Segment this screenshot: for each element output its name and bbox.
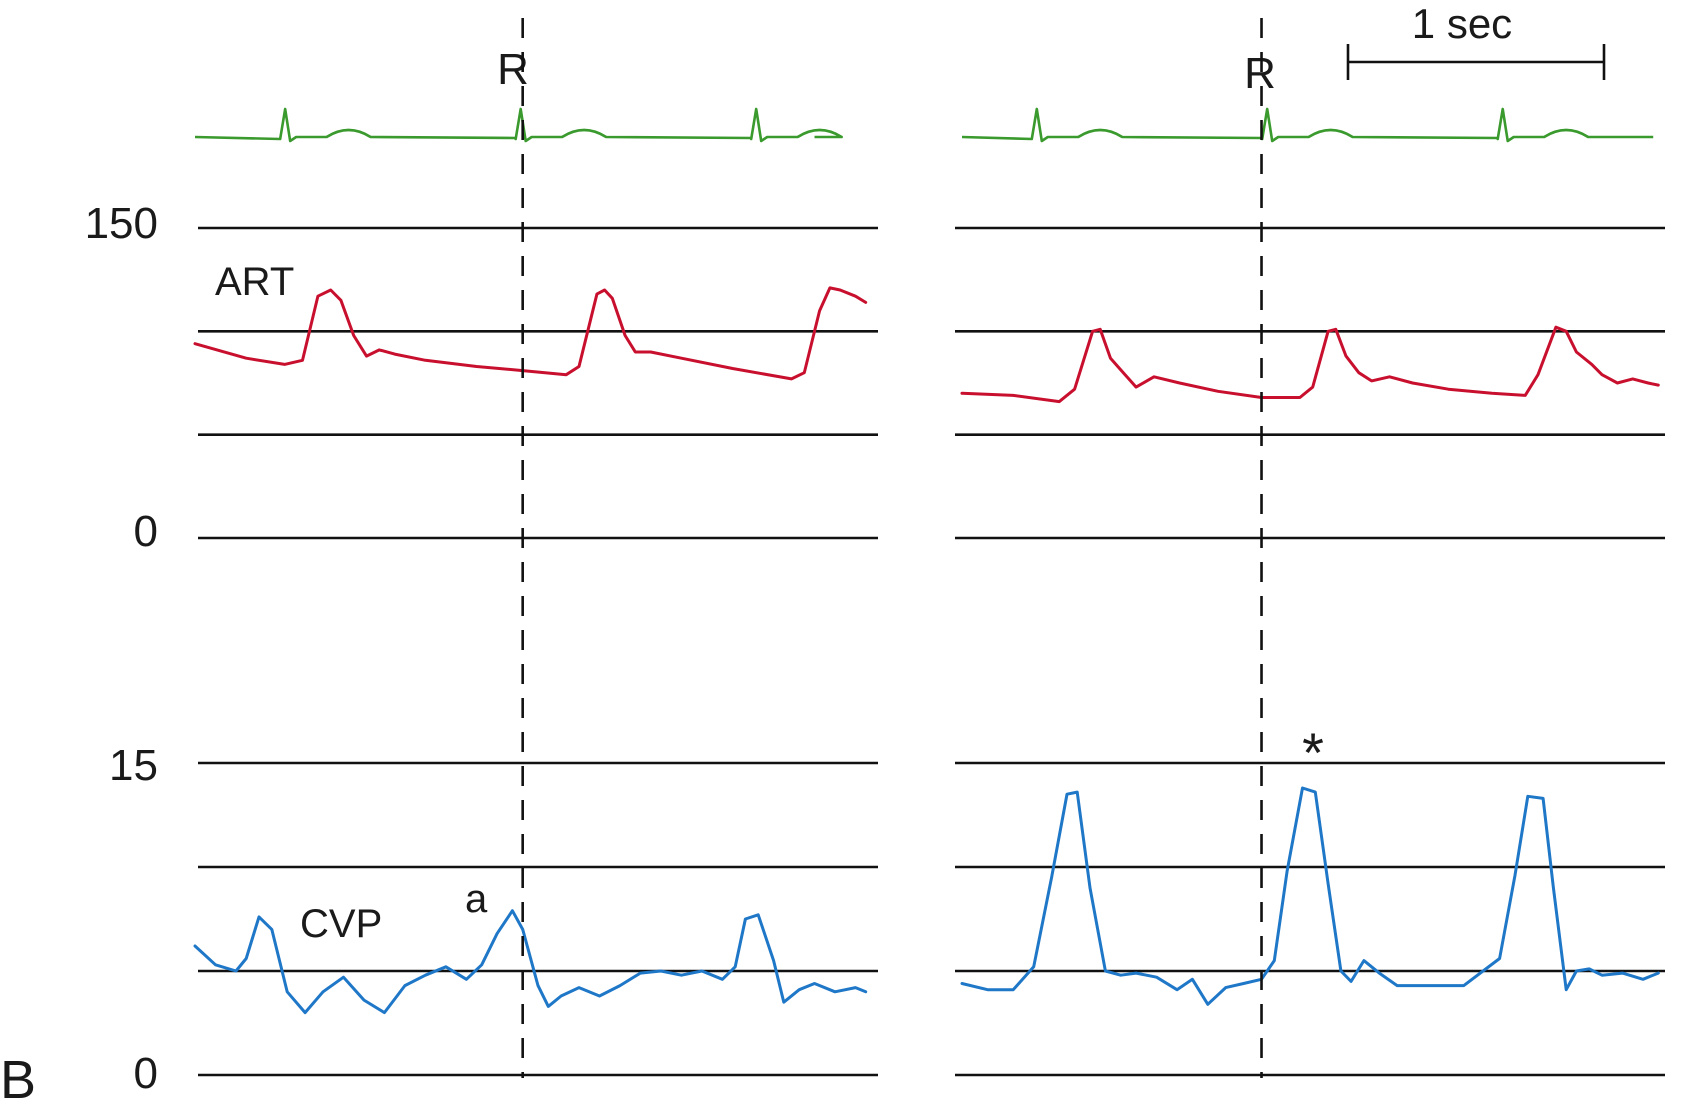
ecg-trace-left bbox=[194, 107, 843, 143]
cvp-axis-tick-15: 15 bbox=[109, 741, 158, 790]
cvp-trace-right bbox=[960, 786, 1660, 1006]
cvp-trace-label: CVP bbox=[300, 902, 382, 946]
r-wave-label-right: R bbox=[1244, 49, 1276, 98]
cvp-axis-tick-0: 0 bbox=[134, 1049, 158, 1098]
chart-marks bbox=[193, 18, 1665, 1078]
art-axis-tick-150: 150 bbox=[85, 199, 158, 248]
asterisk-marker: * bbox=[1302, 721, 1324, 784]
r-wave-label-left: R bbox=[497, 45, 529, 94]
time-scale-bar bbox=[1346, 44, 1606, 80]
panel-letter: B bbox=[0, 1050, 36, 1110]
time-scale-label: 1 sec bbox=[1412, 0, 1512, 47]
cvp-trace-left bbox=[193, 909, 868, 1015]
art-trace-right bbox=[960, 325, 1660, 404]
art-trace-label: ART bbox=[215, 260, 294, 304]
art-axis-tick-0: 0 bbox=[134, 507, 158, 556]
art-trace-left bbox=[193, 286, 868, 381]
ecg-trace-right bbox=[961, 107, 1654, 143]
a-wave-label: a bbox=[465, 877, 488, 921]
